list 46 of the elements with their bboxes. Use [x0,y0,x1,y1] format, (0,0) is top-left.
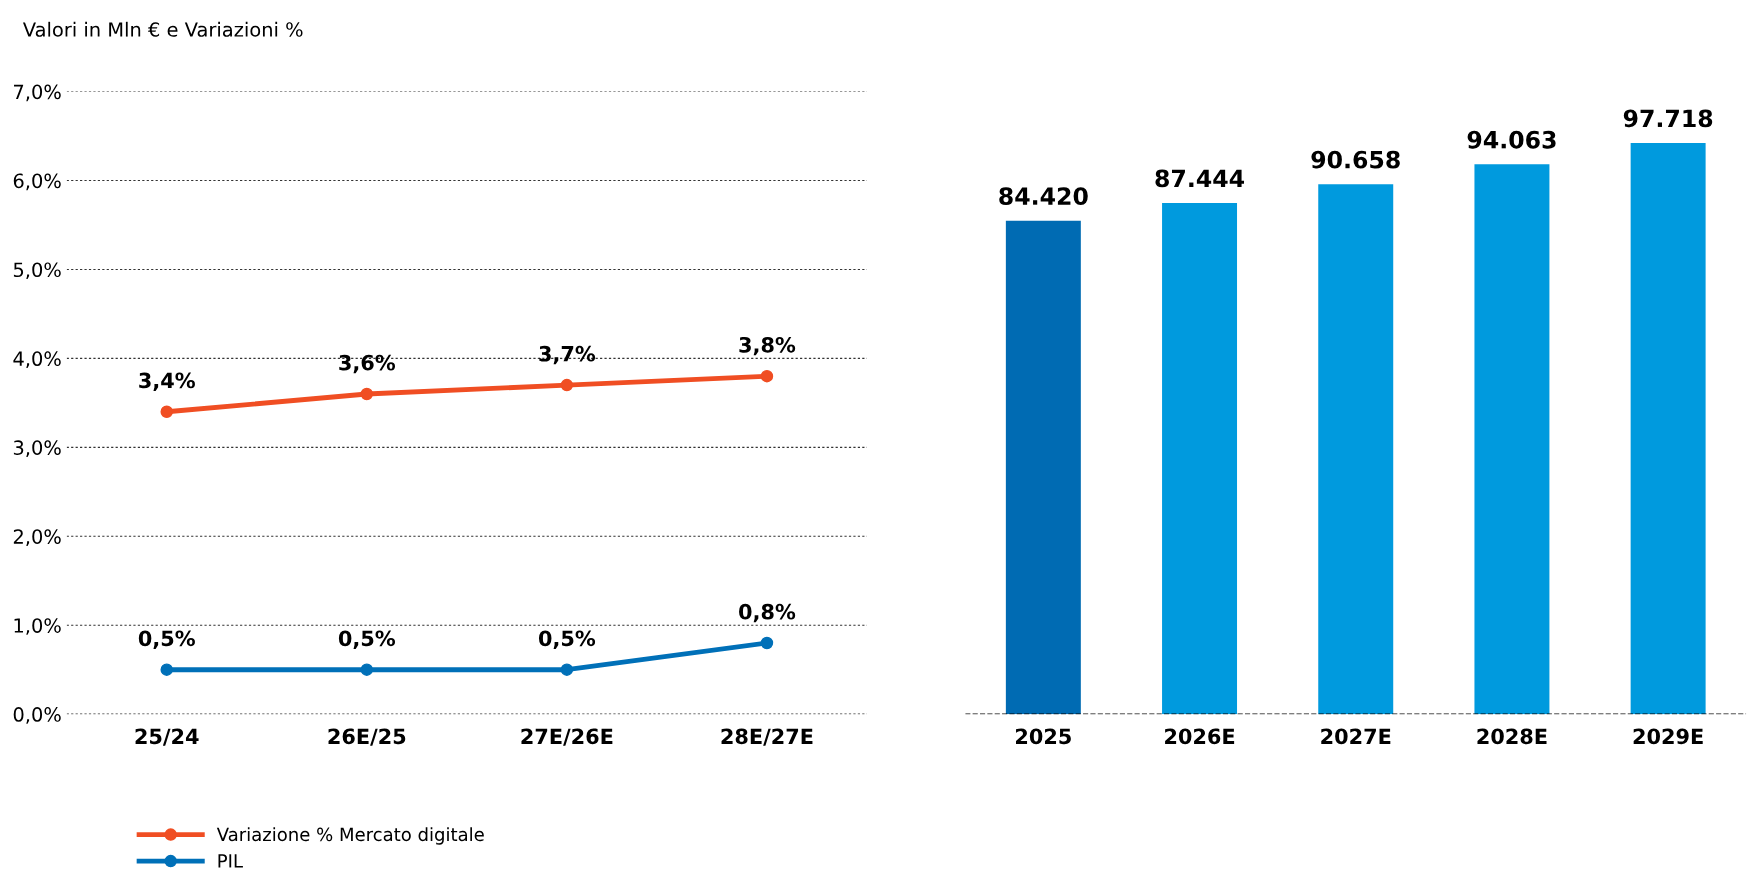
data-label: 0,5% [138,630,195,649]
bar [1005,220,1081,715]
data-label: 3,8% [739,336,796,356]
point [160,405,173,419]
data-label: 3,4% [139,372,195,391]
data-label: 3,6% [339,354,396,374]
bar [1318,184,1394,715]
x-tick-label: 2029E [1633,728,1703,745]
point [760,369,774,383]
bar [1162,203,1238,715]
y-tick-label: 3,0% [13,440,61,457]
y-tick-label: 7,0% [14,84,61,102]
point [560,663,574,676]
y-tick-label: 4,0% [13,351,61,369]
bar [1630,142,1706,715]
point [360,387,374,401]
x-tick-label: 26E/25 [328,728,406,746]
y-tick-label: 1,0% [14,618,61,635]
point [360,663,374,676]
legend-label: PIL [218,854,243,868]
x-tick-label: 25/24 [135,728,199,746]
point [760,636,774,650]
x-tick-label: 2025 [1016,728,1071,745]
data-label: 87.444 [1155,169,1245,188]
y-tick-label: 6,0% [13,173,61,191]
bar [1474,164,1550,715]
y-tick-label: 2,0% [13,529,61,546]
data-label: 94.063 [1467,130,1556,149]
x-tick-label: 2026E [1165,728,1235,745]
x-tick-label: 2027E [1321,728,1391,745]
x-tick-label: 28E/27E [721,728,813,746]
x-tick-label: 27E/26E [521,728,613,746]
data-label: 97.718 [1623,109,1713,128]
data-label: 0,8% [739,603,796,623]
data-label: 90.658 [1311,150,1400,169]
point [160,663,173,676]
y-tick-label: 5,0% [13,262,61,280]
x-tick-label: 2028E [1477,728,1547,745]
point [560,378,574,392]
y-tick-label: 0,0% [13,707,61,724]
data-label: 84.420 [999,187,1088,206]
data-label: 0,5% [338,630,396,649]
legend-label: Variazione % Mercato digitale [216,827,484,845]
chart-title: Valori in Mln € e Variazioni % [22,21,303,37]
data-label: 0,5% [538,630,596,649]
data-label: 3,7% [539,345,596,365]
